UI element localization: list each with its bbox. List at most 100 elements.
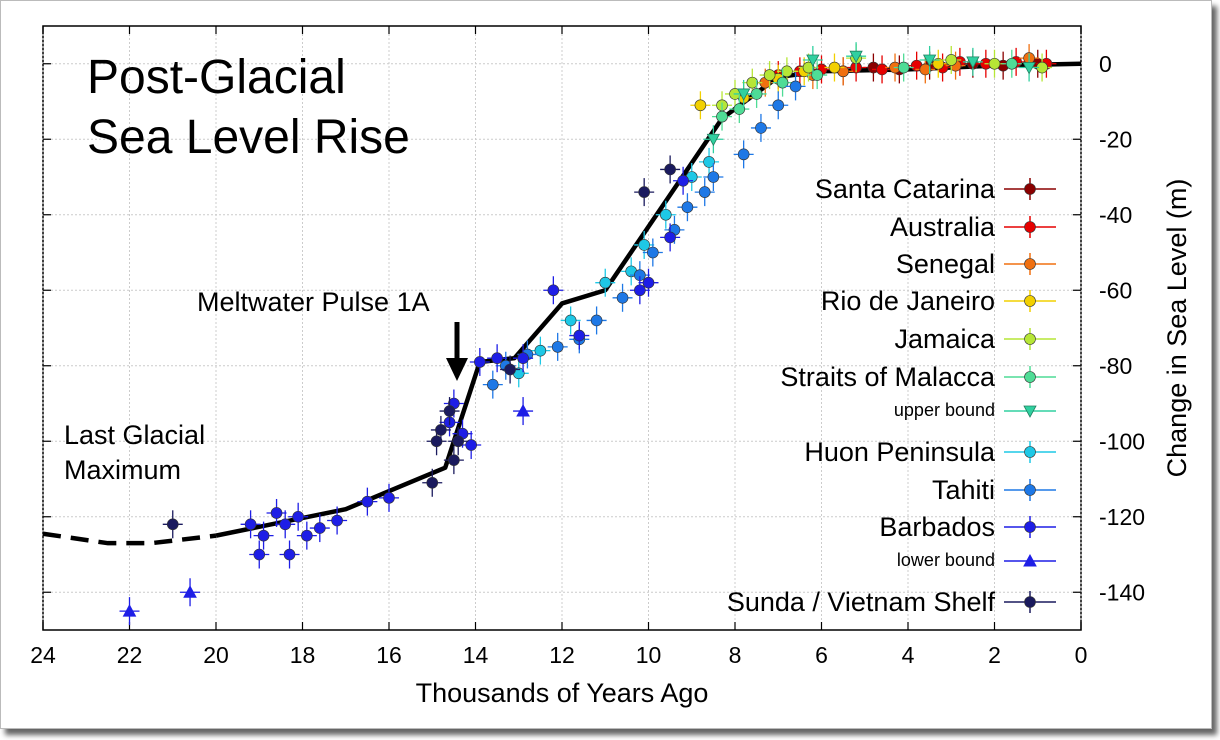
- legend-label: Barbados: [879, 512, 995, 542]
- y-tick-label: -40: [1099, 202, 1132, 228]
- chart-frame: 24 22 20 18 16 14 12 10 8 6 4 2 0 0 -20 -40 -60 -80 -100-…: [0, 0, 1212, 729]
- data-point: [659, 208, 672, 221]
- data-point: [733, 103, 746, 115]
- data-point: [517, 352, 529, 365]
- data-point: [253, 548, 266, 561]
- data-point: [426, 476, 439, 489]
- y-tick-label: -120: [1099, 504, 1145, 530]
- data-point: [876, 63, 888, 76]
- data-point: [677, 174, 689, 187]
- data-point: [922, 54, 937, 67]
- data-point: [897, 61, 910, 74]
- data-point: [361, 495, 374, 508]
- data-point: [763, 69, 776, 81]
- legend-label: Sunda / Vietnam Shelf: [727, 587, 996, 617]
- legend-marker: [1024, 221, 1036, 233]
- data-point: [270, 507, 283, 519]
- x-tick-label: 0: [1075, 642, 1088, 668]
- legend-label: Santa Catarina: [815, 174, 996, 204]
- x-tick-label: 14: [463, 642, 489, 668]
- data-point: [443, 405, 456, 417]
- x-tick-label: 2: [988, 642, 1001, 668]
- data-point: [534, 344, 547, 357]
- data-point: [694, 99, 707, 112]
- data-point: [564, 314, 577, 327]
- data-point: [590, 314, 603, 327]
- y-axis-label: Change in Sea Level (m): [1162, 179, 1192, 478]
- legend-marker: [1024, 371, 1036, 383]
- legend-marker: [1024, 295, 1036, 307]
- data-point: [828, 61, 841, 74]
- x-tick-label: 22: [117, 642, 143, 668]
- data-point: [789, 80, 802, 93]
- data-point: [1005, 57, 1018, 70]
- data-point: [244, 518, 257, 531]
- data-point: [716, 110, 728, 123]
- legend-marker: [1024, 258, 1036, 270]
- x-tick-label: 24: [30, 642, 56, 668]
- data-point: [642, 276, 655, 289]
- x-tick-label: 10: [636, 642, 662, 668]
- data-point: [772, 99, 785, 112]
- data-point: [647, 246, 659, 259]
- legend-marker: [1024, 333, 1036, 345]
- data-point: [430, 435, 443, 448]
- legend-label: Rio de Janeiro: [821, 286, 995, 316]
- data-point: [166, 518, 179, 531]
- data-point: [802, 61, 815, 74]
- data-point: [698, 186, 711, 198]
- chart-title-line-1: Post-Glacial: [87, 51, 346, 104]
- data-point: [755, 122, 767, 134]
- y-tick-label: -80: [1099, 353, 1132, 379]
- legend-label: Huon Peninsula: [804, 437, 996, 467]
- data-point: [703, 156, 715, 168]
- data-point: [616, 291, 629, 304]
- meltwater-label: Meltwater Pulse 1A: [197, 287, 430, 317]
- x-axis-label: Thousands of Years Ago: [416, 678, 709, 708]
- x-tick-label: 16: [376, 642, 402, 668]
- trend-line-dashed: [42, 531, 217, 546]
- chart-svg: 24 22 20 18 16 14 12 10 8 6 4 2 0 0-20-40-60-80-100-…: [30, 25, 1192, 708]
- y-axis: 0 -20 -40 -60 -80 -100 -120 -140: [43, 51, 1145, 605]
- data-point: [776, 76, 789, 89]
- legend-label: Tahiti: [932, 475, 995, 505]
- data-point: [664, 163, 676, 176]
- data-point: [746, 76, 759, 89]
- data-point: [966, 56, 980, 69]
- data-point: [811, 69, 823, 81]
- data-point: [383, 492, 395, 504]
- data-point: [516, 404, 530, 417]
- legend-label: Senegal: [896, 249, 995, 279]
- legend-marker: [1024, 596, 1036, 608]
- y-tick-label: -140: [1099, 579, 1145, 605]
- data-point: [448, 454, 460, 466]
- legend: Santa Catarina Australia Senegal Rio de Jan…: [727, 174, 1056, 617]
- data-point: [1022, 62, 1036, 75]
- data-point: [301, 529, 313, 542]
- data-point: [681, 201, 694, 213]
- data-point: [504, 363, 516, 376]
- legend-label: Australia: [890, 212, 996, 242]
- y-tick-label: -100: [1099, 428, 1145, 454]
- data-point: [313, 522, 326, 534]
- data-point: [279, 518, 292, 531]
- data-point: [932, 57, 945, 70]
- data-point: [452, 435, 465, 448]
- data-point: [491, 352, 503, 365]
- legend-marker: [1024, 521, 1036, 533]
- data-point: [736, 88, 751, 101]
- data-point: [638, 186, 650, 198]
- data-point: [283, 548, 296, 561]
- data-point: [257, 529, 270, 542]
- x-tick-label: 18: [290, 642, 316, 668]
- data-point: [781, 65, 793, 78]
- data-point: [292, 510, 304, 523]
- legend-marker: [1024, 183, 1036, 195]
- data-point: [435, 424, 447, 436]
- data-point: [573, 329, 586, 342]
- data-point: [551, 341, 564, 353]
- data-point: [547, 284, 560, 297]
- x-tick-label: 12: [549, 642, 575, 668]
- legend-label: lower bound: [897, 550, 995, 570]
- lgm-label-line-2: Maximum: [64, 455, 181, 485]
